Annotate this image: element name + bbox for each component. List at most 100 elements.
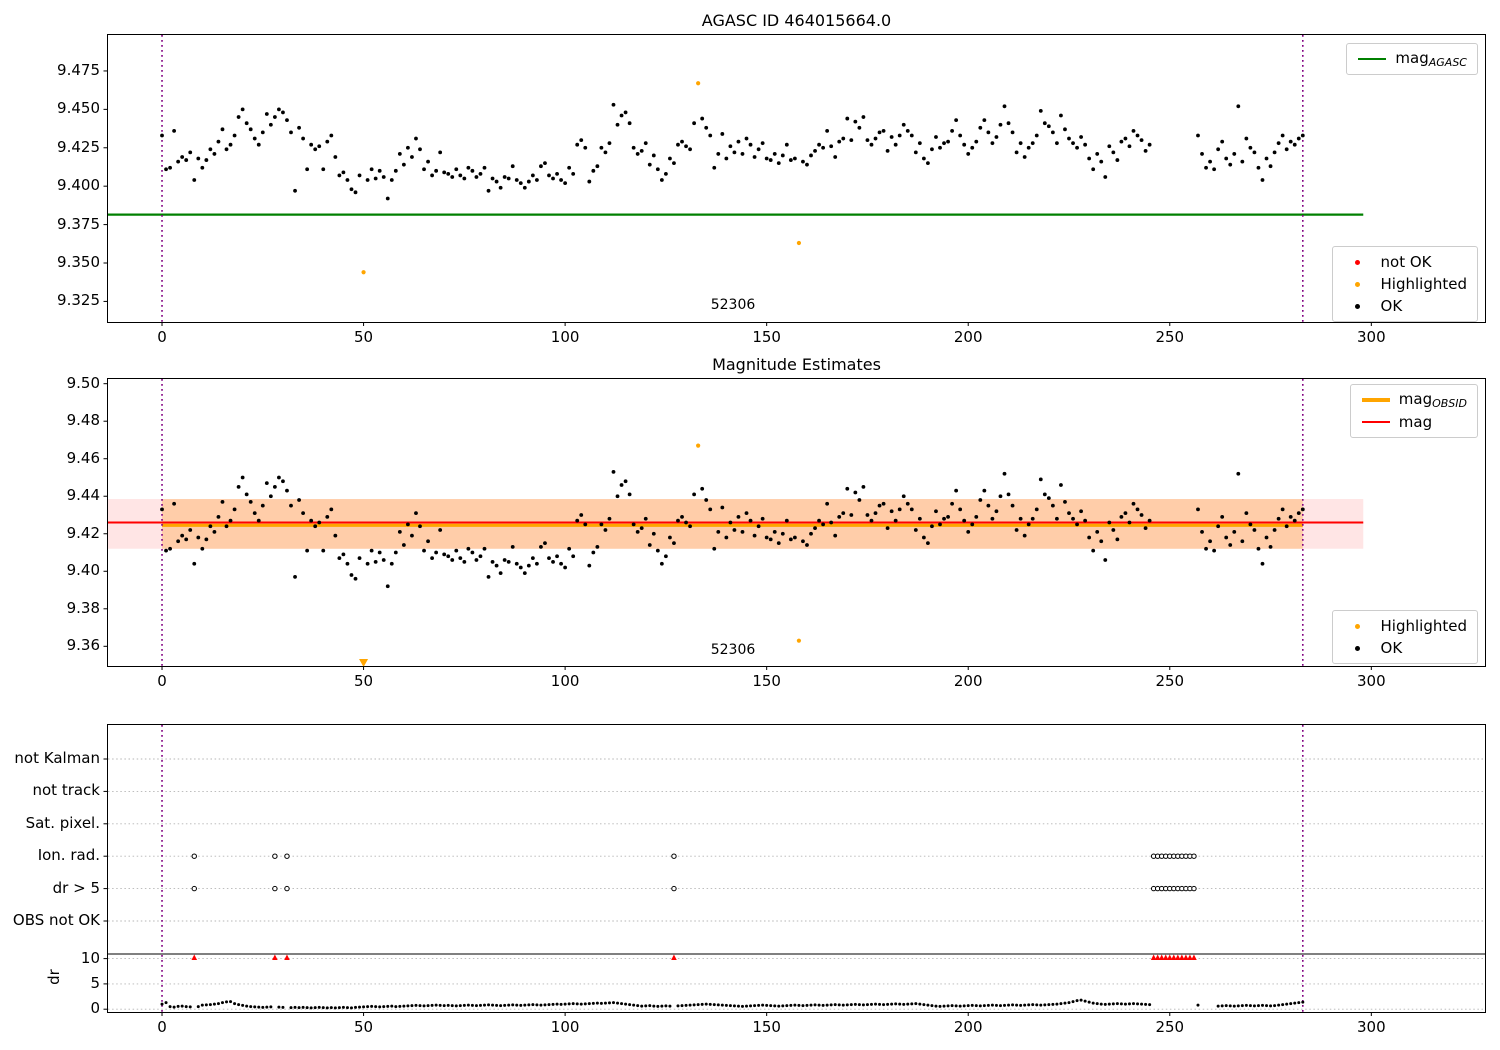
data-point <box>555 1002 559 1006</box>
data-point <box>704 125 709 130</box>
data-point <box>978 125 983 130</box>
data-point <box>676 1004 680 1008</box>
data-point <box>377 550 382 555</box>
data-point <box>499 1004 503 1008</box>
data-point <box>583 145 588 150</box>
data-point <box>1224 1004 1228 1008</box>
data-point <box>385 196 390 201</box>
data-point <box>632 1003 636 1007</box>
data-point <box>446 171 451 176</box>
data-point <box>817 518 821 523</box>
data-point <box>788 158 793 162</box>
data-point <box>559 561 563 566</box>
data-point <box>1252 1004 1256 1008</box>
data-point <box>1220 1004 1224 1008</box>
data-point <box>978 1004 982 1008</box>
data-point <box>245 1004 249 1008</box>
data-point <box>470 1003 474 1007</box>
data-point <box>752 155 757 159</box>
data-point <box>229 1000 233 1004</box>
data-point <box>357 173 362 178</box>
data-point <box>1296 136 1301 141</box>
data-point <box>942 1004 946 1008</box>
data-point <box>583 522 588 527</box>
data-point <box>337 173 342 178</box>
data-point <box>244 492 249 497</box>
data-point <box>966 529 971 534</box>
data-point <box>962 1004 966 1008</box>
data-point <box>317 144 322 149</box>
data-point <box>994 135 999 139</box>
data-point <box>821 1003 825 1007</box>
data-point <box>607 516 612 521</box>
data-point <box>1260 561 1265 566</box>
data-point <box>680 514 684 519</box>
data-point <box>914 1002 918 1006</box>
data-point <box>1022 533 1027 538</box>
legend-marker-dot <box>1355 645 1361 651</box>
data-point <box>861 484 866 489</box>
data-point <box>752 533 757 538</box>
data-point <box>623 110 628 115</box>
data-point <box>216 139 221 144</box>
data-point <box>240 107 245 112</box>
data-point <box>454 167 459 172</box>
data-point <box>579 138 584 142</box>
data-point <box>720 1003 724 1007</box>
data-point <box>1087 1000 1091 1004</box>
data-point <box>696 81 701 86</box>
data-point <box>547 173 551 178</box>
legend-line-swatch <box>1361 398 1390 402</box>
data-point <box>720 505 725 510</box>
data-point <box>865 1003 869 1007</box>
data-point <box>551 1002 555 1006</box>
legend-label: Highlighted <box>1380 275 1467 293</box>
y-tick-label: 9.46 <box>66 448 100 467</box>
data-point <box>874 1002 878 1006</box>
dr-clipped-markers <box>191 954 1197 960</box>
data-point <box>514 178 519 182</box>
legend-label: OK <box>1380 639 1403 657</box>
data-point <box>1143 526 1148 531</box>
clipped-low-marker <box>359 659 369 667</box>
data-point <box>745 1004 749 1008</box>
data-point <box>518 565 523 570</box>
data-point <box>236 484 241 489</box>
data-point <box>321 548 326 553</box>
data-point <box>1103 558 1108 562</box>
data-point <box>748 518 753 523</box>
data-point <box>1007 1003 1011 1007</box>
data-point <box>204 158 209 162</box>
data-point <box>474 175 479 179</box>
data-point <box>257 1005 261 1009</box>
data-point <box>365 561 370 566</box>
data-point <box>684 520 688 525</box>
data-point <box>172 128 177 133</box>
data-point <box>773 1004 777 1008</box>
clipped-high-marker <box>1158 954 1165 960</box>
data-point <box>821 522 826 527</box>
ax0-canvas <box>103 35 1372 326</box>
x-tick-label: 250 <box>1155 1018 1185 1036</box>
data-point <box>776 541 781 546</box>
data-point <box>1083 999 1087 1003</box>
ax2-canvas <box>103 725 1485 1016</box>
data-point <box>1034 133 1039 138</box>
data-point <box>901 122 906 127</box>
data-point <box>857 498 862 502</box>
data-point <box>382 1005 386 1009</box>
data-point <box>514 561 519 566</box>
data-point <box>982 1004 986 1008</box>
data-point <box>1030 141 1035 146</box>
data-point <box>450 558 455 562</box>
data-point <box>950 501 954 506</box>
data-point <box>418 1004 422 1008</box>
data-point <box>869 518 874 523</box>
data-point <box>764 535 769 540</box>
data-point <box>224 147 229 152</box>
data-point <box>1228 162 1233 167</box>
data-point <box>873 511 878 516</box>
data-point <box>829 144 834 149</box>
data-point <box>1111 528 1116 532</box>
data-point <box>1256 165 1261 170</box>
